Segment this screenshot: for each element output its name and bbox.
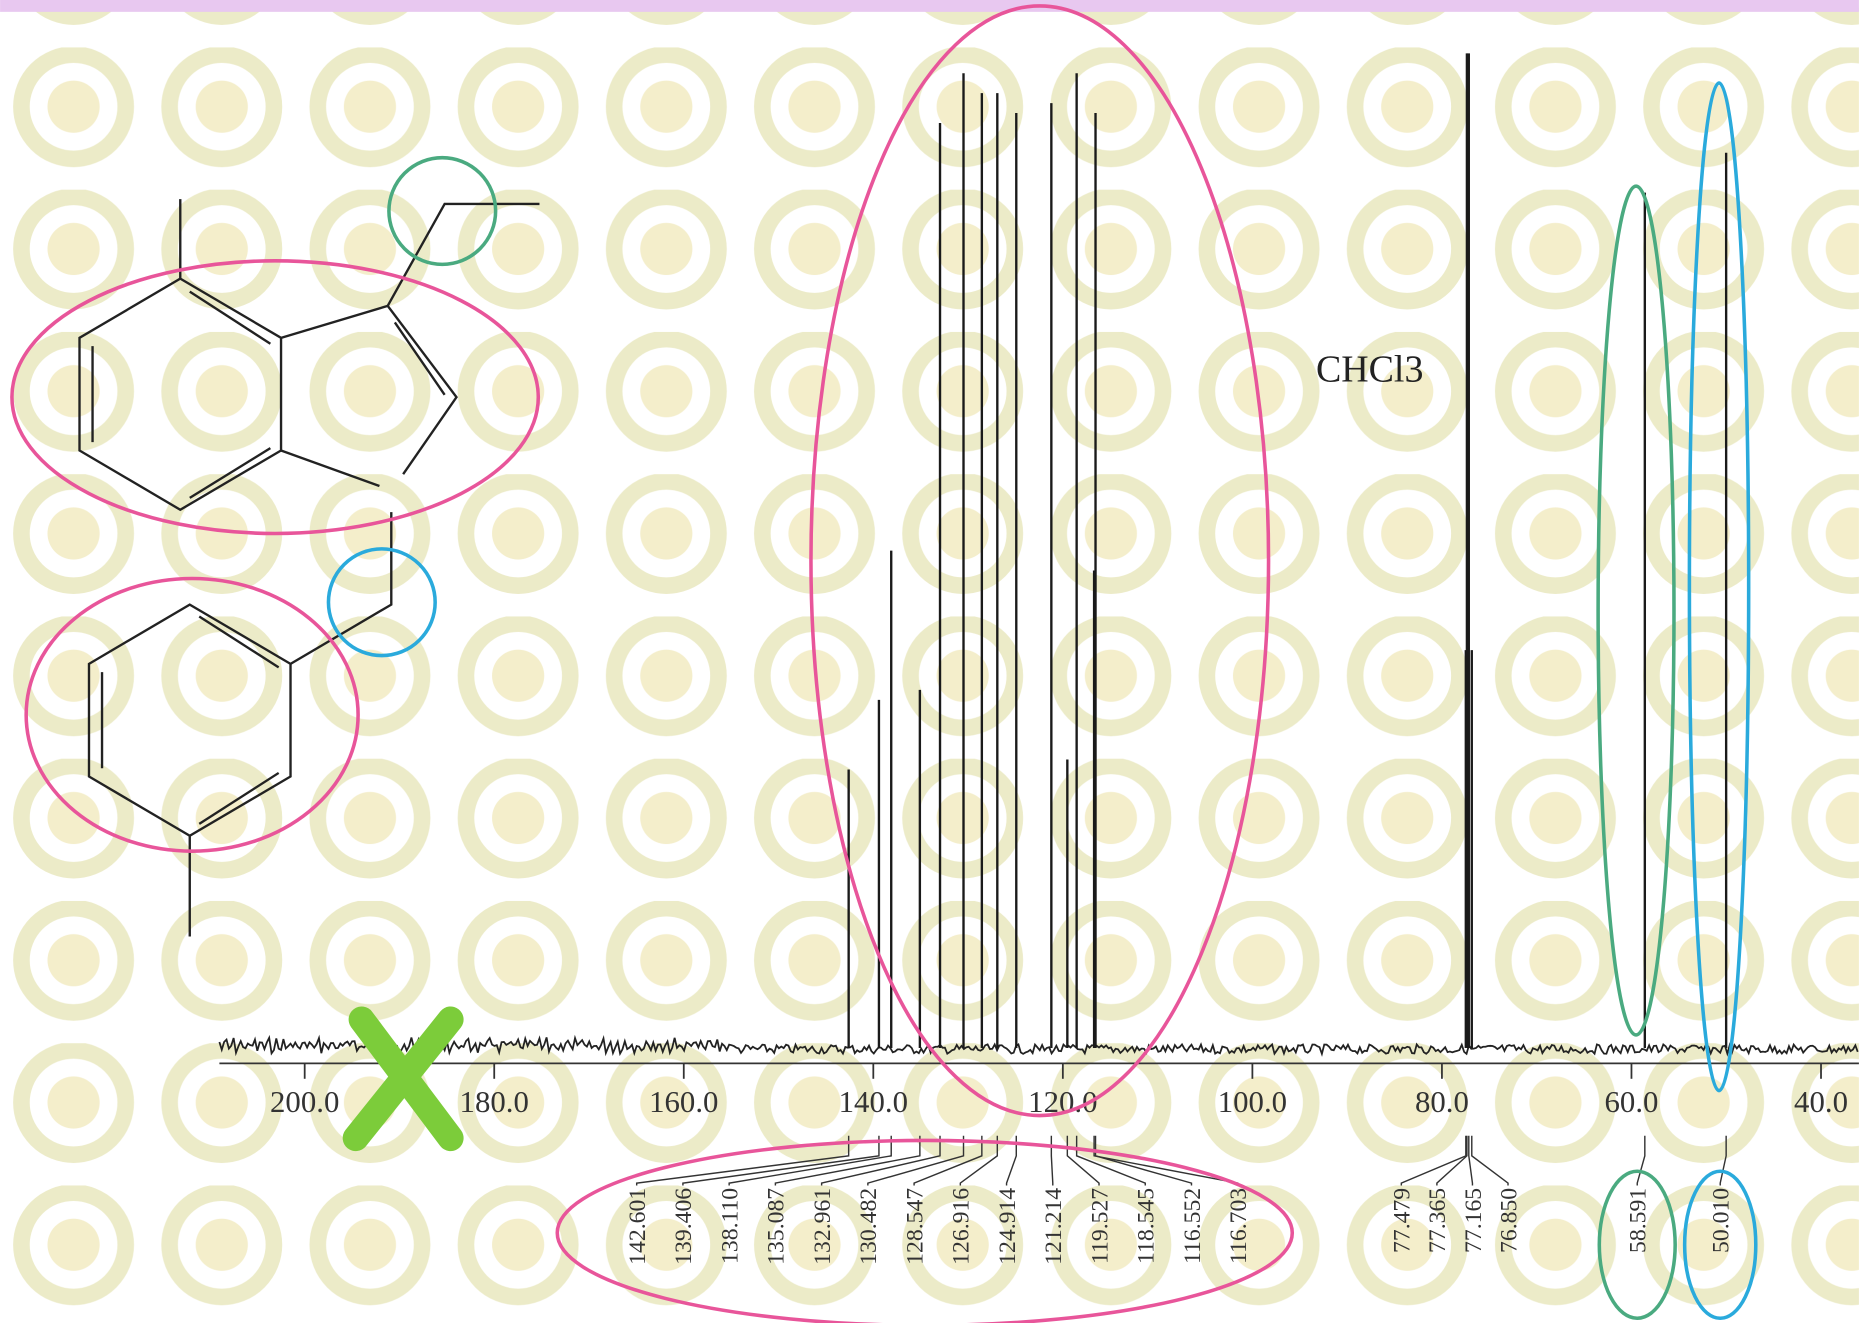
peak-leader: [867, 1135, 965, 1186]
peak-leader: [728, 1135, 892, 1186]
peak-label: 77.365: [1425, 1188, 1451, 1253]
structure: [78, 199, 540, 937]
cross: [342, 1006, 464, 1152]
peak-leader: [1094, 1135, 1193, 1186]
x-tick-label: 40.0: [1794, 1085, 1848, 1119]
peak-label: 121.214: [1041, 1188, 1067, 1265]
peak-leader: [1719, 1135, 1727, 1186]
peak-label: 119.527: [1087, 1188, 1113, 1264]
peak-leader: [913, 1135, 983, 1186]
x-tick-label: 80.0: [1415, 1085, 1469, 1119]
peak-label: 118.545: [1134, 1188, 1160, 1264]
peak-leader: [1471, 1135, 1509, 1186]
x-tick-label: 160.0: [649, 1085, 718, 1119]
peak-label: 76.850: [1496, 1188, 1522, 1253]
peak-label: 50.010: [1709, 1188, 1735, 1253]
x-tick-label: 200.0: [270, 1085, 339, 1119]
top-band: [0, 0, 1859, 12]
x-tick-label: 100.0: [1218, 1085, 1287, 1119]
peak-label: 132.961: [810, 1188, 836, 1265]
peak-label: 138.110: [717, 1188, 743, 1264]
x-tick-label: 140.0: [839, 1085, 908, 1119]
peak-leader: [1468, 1135, 1474, 1186]
peak-leader: [1066, 1135, 1100, 1186]
x-tick-label: 180.0: [460, 1085, 529, 1119]
baseline: [218, 1034, 1859, 1057]
highlights: [10, 4, 1758, 1323]
annotation: CHCl3: [1316, 349, 1423, 391]
peak-label: 124.914: [995, 1188, 1021, 1265]
peak-leader: [1636, 1135, 1646, 1186]
peak-label: 126.916: [949, 1188, 975, 1265]
peak-label: 77.165: [1461, 1188, 1487, 1253]
peak-label: 130.482: [856, 1188, 882, 1265]
peak-leader: [820, 1135, 941, 1186]
peak-label: 58.591: [1626, 1188, 1652, 1253]
peak-leader: [635, 1135, 850, 1186]
peak-leader: [1005, 1135, 1017, 1186]
peak-label: 128.547: [902, 1188, 928, 1265]
peak-leader: [682, 1135, 880, 1186]
peak-label: 135.087: [764, 1188, 790, 1265]
peak-label: 116.703: [1226, 1188, 1252, 1264]
x-tick-label: 60.0: [1605, 1085, 1659, 1119]
peak-label: 139.406: [671, 1188, 697, 1265]
peak-leader: [1075, 1135, 1146, 1186]
peak-leader: [774, 1135, 921, 1186]
peak-label: 116.552: [1180, 1188, 1206, 1264]
peak-leader: [959, 1135, 999, 1186]
peak-label: 77.479: [1390, 1188, 1416, 1253]
peak-label: 142.601: [625, 1188, 651, 1265]
plot: 200.0 180.0 160.0 140.0 120.0 100.0 80.0 60.0 40…: [218, 53, 1859, 1265]
peak-leader: [1400, 1135, 1467, 1186]
peak-leader: [1436, 1135, 1468, 1186]
